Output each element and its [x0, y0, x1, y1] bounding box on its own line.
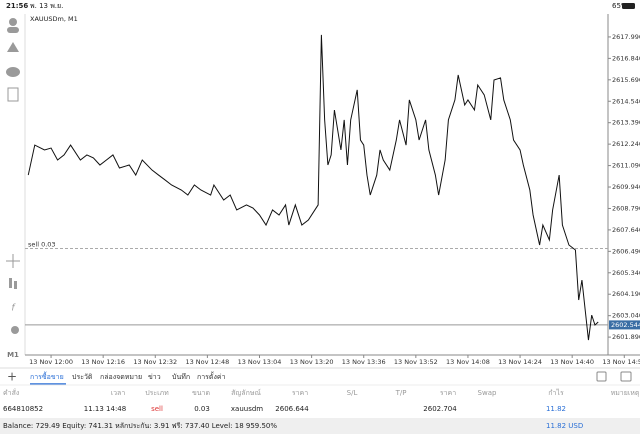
- symbol-label: XAUUSDm, M1: [30, 15, 78, 23]
- cell-open-price: 2606.644: [275, 405, 309, 413]
- tab[interactable]: ประวัติ: [72, 373, 93, 381]
- tabs: การซื้อขาย ประวัติ กล่องจดหมาย ข่าว บันทึก กา…: [30, 370, 226, 385]
- y-tick-label: 2604.190: [612, 290, 640, 298]
- x-tick-label: 13 Nov 12:32: [133, 358, 177, 366]
- battery-icon: [622, 3, 635, 9]
- x-tick-label: 13 Nov 14:24: [498, 358, 542, 366]
- positions-table: คำสั่ง เวลา ประเภท ขนาด สัญลักษณ์ ราคา S/L T/P ร…: [3, 388, 640, 413]
- y-tick-label: 2612.240: [612, 140, 640, 148]
- column-header[interactable]: หมายเหตุ: [611, 389, 640, 397]
- column-header[interactable]: ประเภท: [145, 389, 169, 397]
- add-button[interactable]: +: [7, 370, 17, 384]
- column-header[interactable]: กำไร: [548, 388, 564, 397]
- x-tick-label: 13 Nov 13:20: [290, 358, 334, 366]
- crosshair-icon[interactable]: [6, 254, 20, 268]
- column-header[interactable]: S/L: [347, 389, 358, 397]
- column-header[interactable]: Swap: [478, 389, 497, 397]
- new-order-icon[interactable]: [7, 87, 19, 102]
- account-icon[interactable]: [9, 18, 17, 26]
- trade-icon[interactable]: [7, 42, 19, 52]
- y-tick-label: 2615.690: [612, 76, 640, 84]
- expand-icon[interactable]: [620, 371, 632, 382]
- left-toolbar: f M1: [6, 18, 20, 359]
- x-tick-label: 13 Nov 13:36: [342, 358, 386, 366]
- total-profit: 11.82 USD: [546, 422, 583, 430]
- objects-icon[interactable]: [11, 326, 19, 334]
- x-tick-label: 13 Nov 14:08: [446, 358, 490, 366]
- y-tick-label: 2616.840: [612, 54, 640, 62]
- column-header[interactable]: ราคา: [440, 389, 456, 397]
- status-date: พ. 13 พ.ย.: [30, 2, 63, 10]
- y-tick-label: 2605.340: [612, 269, 640, 277]
- chat-icon[interactable]: [6, 67, 20, 77]
- tab[interactable]: ข่าว: [148, 373, 161, 381]
- indicator-icon[interactable]: f: [11, 304, 16, 314]
- x-tick-label: 13 Nov 13:04: [238, 358, 282, 366]
- cell-current-price: 2602.704: [423, 405, 457, 413]
- cell-order: 664810852: [3, 405, 43, 413]
- cell-profit: 11.82: [546, 405, 566, 413]
- x-tick-label: 13 Nov 14:40: [550, 358, 594, 366]
- y-tick-label: 2614.540: [612, 97, 640, 105]
- x-tick-label: 13 Nov 13:52: [394, 358, 438, 366]
- tab[interactable]: บันทึก: [172, 372, 190, 381]
- x-tick-label: 13 Nov 14:56: [602, 358, 640, 366]
- cell-volume: 0.03: [194, 405, 210, 413]
- tab[interactable]: กล่องจดหมาย: [100, 373, 142, 381]
- y-tick-label: 2607.640: [612, 226, 640, 234]
- price-line: [27, 34, 599, 341]
- y-tick-label: 2613.390: [612, 119, 640, 127]
- column-header[interactable]: สัญลักษณ์: [231, 389, 261, 397]
- status-time: 21:56: [6, 2, 28, 10]
- account-icon-body: [7, 27, 19, 33]
- current-price-tag: [609, 320, 640, 330]
- y-tick-label: 2608.790: [612, 204, 640, 212]
- footer-bar: [0, 418, 640, 434]
- x-tick-label: 13 Nov 12:16: [81, 358, 125, 366]
- column-header[interactable]: T/P: [395, 389, 407, 397]
- current-price-label: 2602.544: [611, 321, 640, 329]
- timeframe[interactable]: M1: [7, 351, 19, 359]
- order-line-label: sell 0.03: [28, 240, 56, 248]
- cell-type: sell: [151, 405, 163, 413]
- column-header[interactable]: คำสั่ง: [3, 388, 19, 397]
- tab[interactable]: การตั้งค่า: [197, 370, 226, 381]
- x-tick-label: 13 Nov 12:00: [29, 358, 73, 366]
- y-tick-label: 2609.940: [612, 183, 640, 191]
- tab[interactable]: การซื้อขาย: [30, 370, 64, 381]
- panel-icon[interactable]: [596, 371, 607, 382]
- y-tick-label: 2603.040: [612, 312, 640, 320]
- x-tick-label: 13 Nov 12:48: [185, 358, 229, 366]
- chart-type-icon[interactable]: [9, 278, 12, 288]
- column-header[interactable]: ขนาด: [192, 389, 210, 397]
- balance-summary: Balance: 729.49 Equity: 741.31 หลักประกั…: [3, 422, 277, 430]
- cell-time: 11.13 14:48: [84, 405, 126, 413]
- column-header[interactable]: ราคา: [292, 389, 308, 397]
- plot: 2617.990 2616.840 2615.690 2614.540 2613.390…: [25, 33, 640, 366]
- y-tick-label: 2611.090: [612, 162, 640, 170]
- y-tick-label: 2617.990: [612, 33, 640, 41]
- y-tick-label: 2601.890: [612, 333, 640, 341]
- cell-symbol: xauusdm: [231, 405, 263, 413]
- status-battery: 65%: [612, 2, 628, 10]
- y-tick-label: 2606.490: [612, 247, 640, 255]
- column-header[interactable]: เวลา: [111, 389, 126, 397]
- chart-type-icon-bar: [14, 281, 17, 289]
